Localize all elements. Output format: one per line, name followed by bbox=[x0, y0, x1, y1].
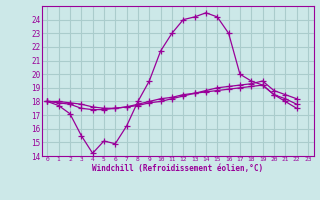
X-axis label: Windchill (Refroidissement éolien,°C): Windchill (Refroidissement éolien,°C) bbox=[92, 164, 263, 173]
